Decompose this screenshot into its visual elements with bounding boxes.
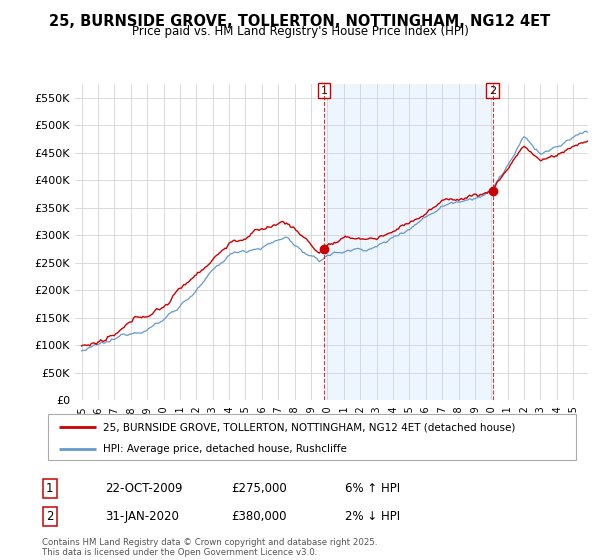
Text: 25, BURNSIDE GROVE, TOLLERTON, NOTTINGHAM, NG12 4ET: 25, BURNSIDE GROVE, TOLLERTON, NOTTINGHA…: [49, 14, 551, 29]
Text: Contains HM Land Registry data © Crown copyright and database right 2025.
This d: Contains HM Land Registry data © Crown c…: [42, 538, 377, 557]
Text: 31-JAN-2020: 31-JAN-2020: [105, 510, 179, 523]
Text: Price paid vs. HM Land Registry's House Price Index (HPI): Price paid vs. HM Land Registry's House …: [131, 25, 469, 38]
Text: HPI: Average price, detached house, Rushcliffe: HPI: Average price, detached house, Rush…: [103, 444, 347, 454]
Text: 2: 2: [489, 86, 496, 96]
Text: 1: 1: [320, 86, 328, 96]
Text: 1: 1: [46, 482, 53, 495]
Text: 22-OCT-2009: 22-OCT-2009: [105, 482, 182, 495]
Text: £380,000: £380,000: [231, 510, 287, 523]
Text: £275,000: £275,000: [231, 482, 287, 495]
Text: 2% ↓ HPI: 2% ↓ HPI: [345, 510, 400, 523]
Text: 2: 2: [46, 510, 53, 523]
FancyBboxPatch shape: [48, 414, 576, 460]
Text: 25, BURNSIDE GROVE, TOLLERTON, NOTTINGHAM, NG12 4ET (detached house): 25, BURNSIDE GROVE, TOLLERTON, NOTTINGHA…: [103, 422, 516, 432]
Text: 6% ↑ HPI: 6% ↑ HPI: [345, 482, 400, 495]
